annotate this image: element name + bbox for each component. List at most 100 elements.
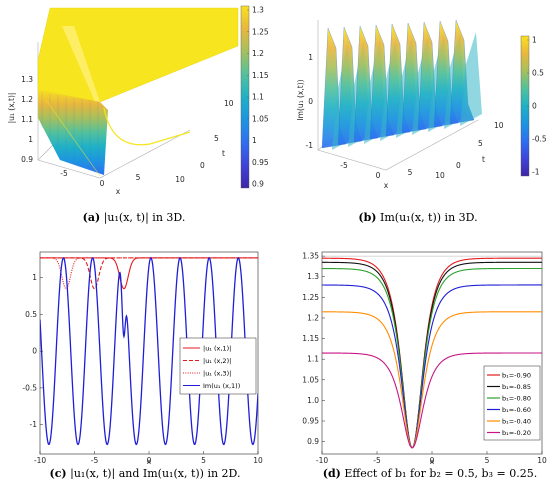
tick-label: 1.35	[302, 252, 319, 261]
tick-label: 0	[147, 456, 152, 465]
tick-label: -10	[34, 456, 46, 465]
legend-label: |u₁ (x,1)|	[203, 344, 231, 352]
caption-c-tag: (c)	[50, 467, 67, 479]
tick-label: 1.15	[302, 334, 319, 343]
legend-label: b₁=-0.40	[502, 417, 531, 425]
caption-c-text: |u₁(x, t)| and Im(u₁(x, t)) in 2D.	[67, 467, 241, 479]
panel-a-zlabel: |u₁ (x,t)|	[7, 93, 16, 124]
tick-label: 5	[201, 456, 206, 465]
tick-label: 1.1	[21, 115, 33, 124]
tick-label: 0.9	[21, 155, 33, 164]
tick-label: 1.0	[307, 396, 319, 405]
tick-label: 0	[456, 161, 461, 170]
legend-label: b₁=-0.60	[502, 406, 531, 414]
caption-c: (c) |u₁(x, t)| and Im(u₁(x, t)) in 2D.	[50, 467, 241, 479]
colorbar-tick-label: 1.1	[252, 93, 264, 102]
legend-label: b₁=-0.85	[502, 383, 531, 391]
panel-a-xlabel: x	[116, 187, 121, 196]
panel-c: -10 -5 0 5 10-1-0.500.51 x |u₁ (x,1)||u₁ (x,…	[22, 251, 263, 479]
panel-a-mesh-lines	[41, 92, 99, 173]
tick-label: 0.95	[302, 417, 319, 426]
colorbar-tick-label: 0	[532, 102, 537, 111]
tick-label: 5	[485, 456, 490, 465]
tick-label: -1	[30, 420, 38, 429]
panel-c-ticks: -10 -5 0 5 10 -1 -0.5 0 0.5 1	[22, 273, 263, 465]
tick-label: -5	[340, 161, 348, 170]
panel-a-z-ticks: 1.3 1.2 1.1 1 0.9	[21, 75, 33, 164]
panel-a-tlabel: t	[222, 149, 225, 158]
panel-a: 1.3 1.2 1.1 1 0.9 |u₁ (x,t)| -5 0 5 10 x…	[7, 6, 269, 226]
panel-b-surface	[321, 19, 482, 150]
tick-label: -10	[316, 456, 328, 465]
colorbar-tick-label: 0.5	[532, 69, 544, 78]
panel-b-t-ticks: 0 5 10	[456, 121, 504, 170]
tick-label: 0.5	[25, 310, 37, 319]
tick-label: 1.25	[302, 293, 319, 302]
series-line	[322, 311, 542, 449]
panel-d: -10 -5 0 5 10 0.9 0.95 1.0 1.05 1.1 1.15 1.2 1.25 1.3…	[302, 252, 547, 479]
tick-label: -0.5	[22, 383, 37, 392]
tick-label: -5	[373, 456, 381, 465]
tick-label: 0	[32, 347, 37, 356]
caption-d: (d) Effect of b₁ for b₂ = 0.5, b₃ = 0.25…	[323, 467, 537, 479]
tick-label: 5	[408, 168, 413, 177]
panel-a-t-ticks: 0 5 10	[200, 99, 234, 170]
panel-c-legend: |u₁ (x,1)| |u₁ (x,2)| |u₁ (x,3)| Im(u₁ (x,1…	[179, 337, 257, 395]
tick-label: 0.9	[307, 437, 319, 446]
panel-c-xlabel: x	[147, 457, 152, 466]
caption-d-tag: (d)	[323, 467, 341, 479]
colorbar-tick-label: 0.9	[252, 180, 264, 189]
tick-label: 10	[175, 175, 185, 184]
colorbar-tick-label: 1.05	[252, 114, 269, 123]
tick-label: 0	[430, 456, 435, 465]
panel-d-plot-area	[322, 257, 542, 449]
panel-d-xlabel: x	[430, 457, 435, 466]
tick-label: 10	[253, 456, 263, 465]
series-line	[40, 257, 258, 446]
surface-ridge-back	[460, 32, 482, 126]
panel-b-xlabel: x	[384, 181, 389, 190]
legend-label: b₁=-0.80	[502, 394, 531, 402]
legend-label: |u₁ (x,2)|	[203, 357, 231, 365]
caption-b-text: Im(u₁(x, t)) in 3D.	[377, 211, 478, 224]
legend-label: b₁=-0.20	[502, 429, 531, 437]
tick-label: -1	[306, 141, 314, 150]
panel-b-colorbar-ticks: -1 -0.5 0 0.5 1	[527, 36, 547, 177]
colorbar-tick-label: 1.3	[252, 6, 264, 15]
panel-a-x-ticks: -5 0 5 10	[60, 169, 185, 188]
series-line	[322, 257, 542, 449]
panel-d-ticks: -10 -5 0 5 10 0.9 0.95 1.0 1.05 1.1 1.15 1.2 1.25 1.3…	[302, 252, 547, 465]
tick-label: 1.1	[307, 355, 319, 364]
series-line	[322, 284, 542, 449]
tick-label: -5	[91, 456, 99, 465]
tick-label: 10	[494, 121, 504, 130]
tick-label: 10	[537, 456, 547, 465]
panel-b-x-ticks: -5 0 5 10	[340, 161, 445, 180]
tick-label: 1.3	[307, 272, 319, 281]
tick-label: 1.2	[307, 313, 319, 322]
series-line	[322, 267, 542, 449]
tick-label: 1	[28, 135, 33, 144]
caption-b-tag: (b)	[358, 211, 376, 224]
tick-label: 0	[200, 161, 205, 170]
legend-label: b₁=-0.90	[502, 371, 531, 379]
panel-b-z-ticks: 1 0 -1	[306, 53, 314, 150]
colorbar-tick-label: 1	[532, 36, 537, 45]
tick-label: 0	[100, 179, 105, 188]
caption-a-text: |u₁(x, t)| in 3D.	[100, 211, 185, 225]
tick-label: 10	[224, 99, 234, 108]
panel-b-zlabel: Im(u₁ (x,t))	[296, 79, 305, 120]
tick-label: -5	[60, 169, 68, 178]
tick-label: 0	[376, 171, 381, 180]
series-line	[322, 261, 542, 449]
panel-b-tlabel: t	[482, 155, 485, 164]
caption-d-text: Effect of b₁ for b₂ = 0.5, b₃ = 0.25.	[341, 467, 537, 479]
colorbar-tick-label: 0.95	[252, 158, 269, 167]
caption-b: (b) Im(u₁(x, t)) in 3D.	[358, 211, 477, 224]
caption-a-tag: (a)	[83, 211, 101, 224]
colorbar-tick-label: -0.5	[532, 135, 547, 144]
panel-c-plot-area	[40, 257, 258, 446]
tick-label: 1	[308, 53, 313, 62]
legend-label: |u₁ (x,3)|	[203, 369, 231, 377]
